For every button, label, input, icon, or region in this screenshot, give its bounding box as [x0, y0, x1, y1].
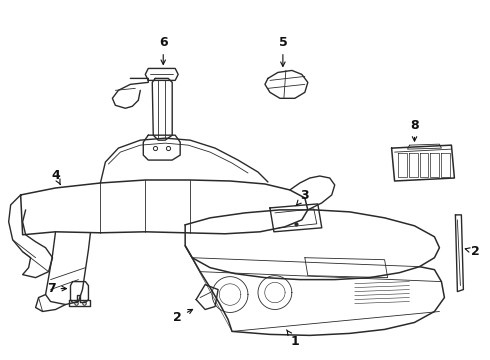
- Text: 3: 3: [296, 189, 309, 206]
- Text: 2: 2: [173, 310, 193, 324]
- Text: 6: 6: [159, 36, 168, 64]
- Text: 4: 4: [51, 168, 60, 184]
- Text: 1: 1: [287, 330, 299, 348]
- Text: 2: 2: [465, 245, 480, 258]
- Text: 7: 7: [47, 282, 67, 295]
- Text: 8: 8: [410, 119, 419, 141]
- Text: 5: 5: [278, 36, 287, 66]
